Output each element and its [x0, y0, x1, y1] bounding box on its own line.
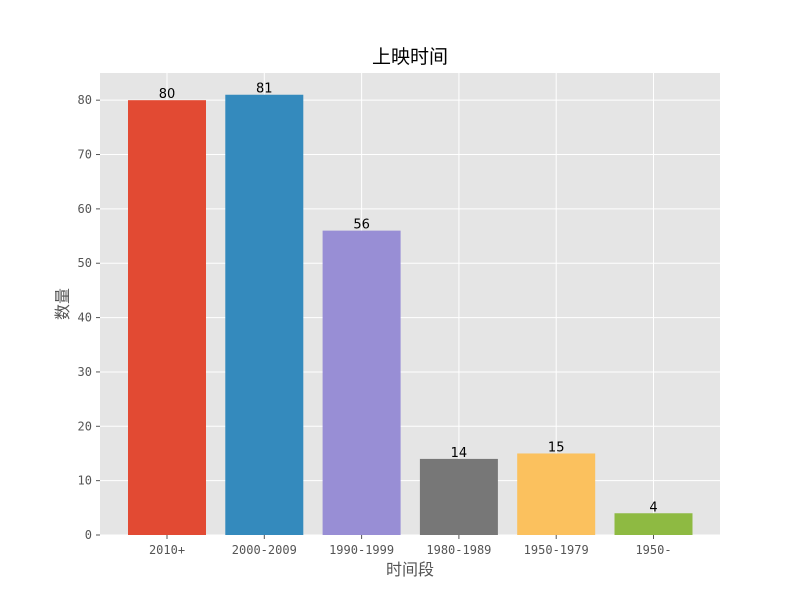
y-tick-label: 20 — [78, 419, 92, 433]
bar-value-label: 15 — [548, 440, 565, 455]
bar — [322, 230, 401, 535]
x-tick-label: 1950-1979 — [524, 543, 589, 557]
y-tick-label: 10 — [78, 474, 92, 488]
bar — [419, 458, 498, 535]
bars — [128, 94, 693, 536]
x-tick-label: 1980-1989 — [426, 543, 491, 557]
bar — [517, 453, 596, 535]
data-labels: 80 81 56 14 15 4 — [159, 82, 658, 516]
y-tick-label: 60 — [78, 202, 92, 216]
x-axis-label: 时间段 — [386, 560, 434, 579]
y-tick-label: 80 — [78, 93, 92, 107]
bar-value-label: 56 — [353, 218, 370, 233]
x-axis-ticks: 2010+ 2000-2009 1990-1999 1980-1989 1950-197… — [149, 535, 672, 557]
y-tick-label: 0 — [85, 528, 92, 542]
y-tick-label: 50 — [78, 256, 92, 270]
bar-value-label: 4 — [649, 500, 657, 515]
bar-value-label: 14 — [451, 446, 468, 461]
y-tick-label: 30 — [78, 365, 92, 379]
x-tick-label: 2010+ — [149, 543, 185, 557]
x-tick-label: 2000-2009 — [232, 543, 297, 557]
chart-title: 上映时间 — [372, 46, 448, 68]
y-axis-ticks: 0 10 20 30 40 50 60 70 80 — [78, 93, 100, 542]
x-tick-label: 1950- — [635, 543, 671, 557]
y-tick-label: 70 — [78, 148, 92, 162]
y-tick-label: 40 — [78, 311, 92, 325]
bar — [614, 513, 693, 535]
y-axis-label: 数量 — [53, 288, 72, 320]
x-tick-label: 1990-1999 — [329, 543, 394, 557]
bar — [128, 100, 206, 536]
bar-value-label: 80 — [159, 87, 176, 102]
bar-value-label: 81 — [256, 82, 273, 97]
bar — [225, 94, 304, 535]
